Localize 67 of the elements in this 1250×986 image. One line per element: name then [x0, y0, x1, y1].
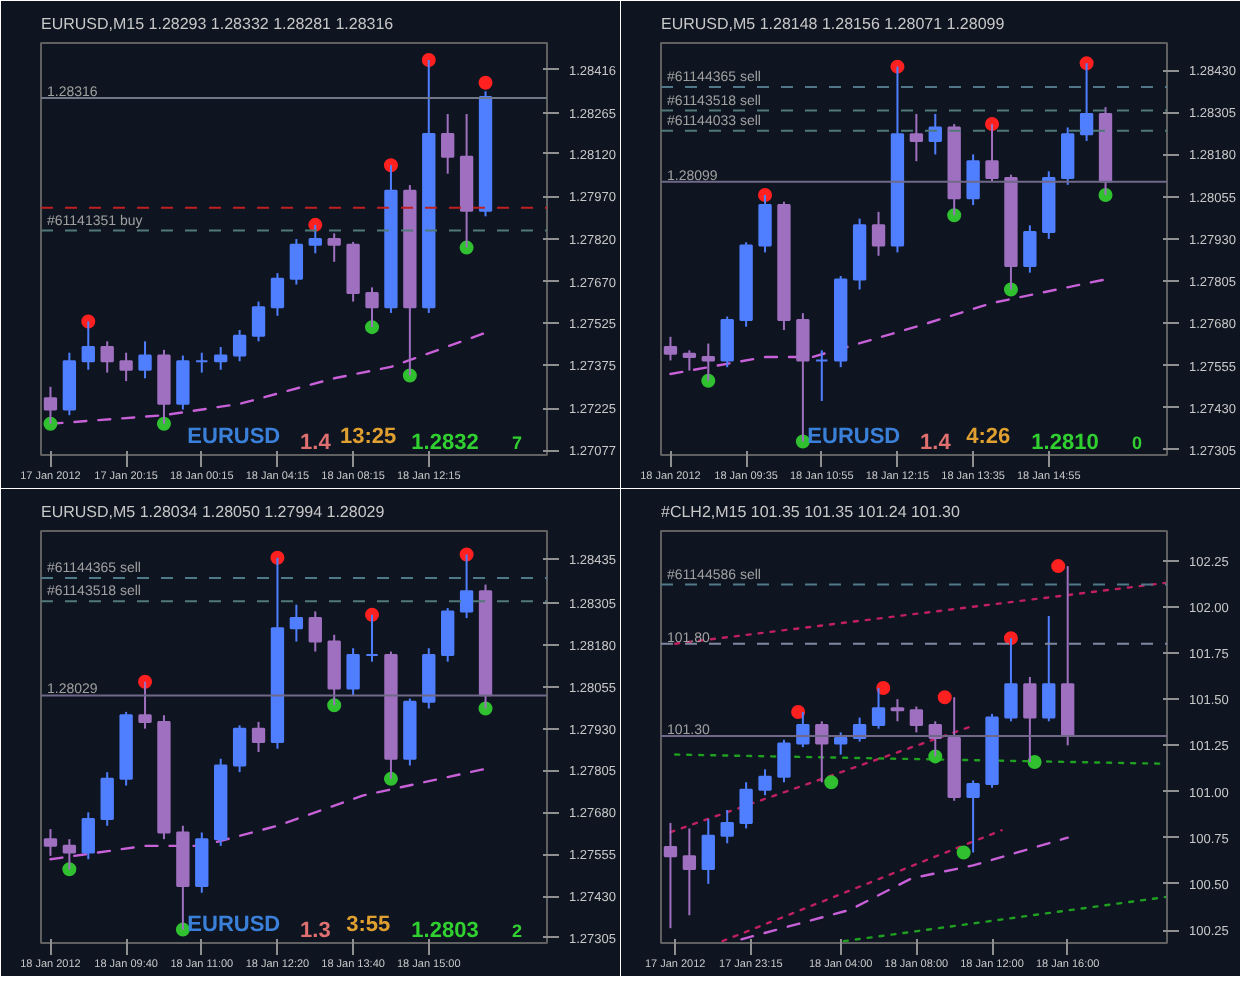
- candlestick: [758, 768, 772, 797]
- candlestick: [270, 272, 285, 317]
- candlestick: [682, 349, 697, 372]
- candlestick: [422, 647, 436, 710]
- candlestick: [441, 113, 455, 175]
- chart-title: EURUSD,M5 1.28148 1.28156 1.28071 1.28099: [661, 15, 1006, 33]
- candlestick: [966, 779, 980, 854]
- annotation: 7: [511, 433, 523, 453]
- candlestick: [214, 346, 228, 371]
- candlestick: [1023, 675, 1037, 763]
- candlestick: [1042, 614, 1056, 723]
- candlestick: [720, 808, 734, 845]
- candlestick: [777, 738, 791, 784]
- candlestick: [100, 771, 114, 827]
- candlestick: [441, 607, 455, 663]
- candlestick: [871, 210, 886, 257]
- candlestick: [909, 112, 924, 163]
- candlestick: [176, 354, 190, 411]
- chart-title: EURUSD,M5 1.28034 1.28050 1.27994 1.28029: [41, 503, 386, 521]
- candlestick: [1023, 224, 1037, 274]
- candlestick: [663, 335, 678, 362]
- candlestick: [195, 831, 209, 894]
- chart-title: EURUSD,M15 1.28293 1.28332 1.28281 1.28316: [41, 15, 395, 33]
- annotation: 1.4: [920, 431, 953, 455]
- annotation: EURUSD: [187, 425, 281, 449]
- candlestick: [195, 351, 209, 374]
- annotation: 13:25: [340, 425, 397, 449]
- candlestick: [871, 687, 886, 730]
- annotation: 1.2810: [1031, 431, 1099, 455]
- annotation: 2: [511, 921, 523, 941]
- candlestick: [701, 818, 715, 885]
- candlestick: [1061, 126, 1075, 186]
- candlestick: [834, 731, 848, 756]
- candlestick: [346, 647, 360, 697]
- annotation: 0: [1131, 433, 1143, 453]
- candlestick: [663, 821, 678, 930]
- candlestick: [928, 112, 942, 156]
- candlestick: [327, 232, 341, 263]
- candlestick: [232, 724, 247, 774]
- candlestick: [966, 153, 980, 207]
- candlestick: [308, 610, 322, 653]
- candlestick: [890, 698, 905, 723]
- candlestick: [909, 705, 924, 734]
- annotation: EURUSD: [187, 913, 281, 937]
- candlestick: [720, 315, 734, 369]
- candlestick: [289, 238, 304, 286]
- chart-title: #CLH2,M15 101.35 101.35 101.24 101.30: [661, 503, 962, 521]
- candlestick: [796, 711, 810, 749]
- annotation: EURUSD: [807, 425, 901, 449]
- annotation: 1.4: [300, 431, 333, 455]
- candlestick: [81, 811, 95, 861]
- candlestick: [138, 340, 152, 380]
- candlestick: [119, 351, 133, 383]
- candlestick: [289, 603, 304, 643]
- candlestick: [682, 827, 697, 917]
- candlestick: [251, 720, 266, 754]
- candlestick: [251, 300, 266, 343]
- candlestick: [815, 349, 829, 402]
- annotation: 1.2832: [411, 431, 479, 455]
- annotation: 4:26: [966, 425, 1011, 449]
- annotation: 1.2803: [411, 919, 479, 943]
- annotation: 1.3: [300, 919, 331, 943]
- candlestick: [100, 340, 114, 374]
- candlestick: [232, 328, 247, 363]
- annotation: 3:55: [346, 913, 391, 937]
- candlestick: [43, 828, 58, 857]
- candlestick: [739, 781, 753, 830]
